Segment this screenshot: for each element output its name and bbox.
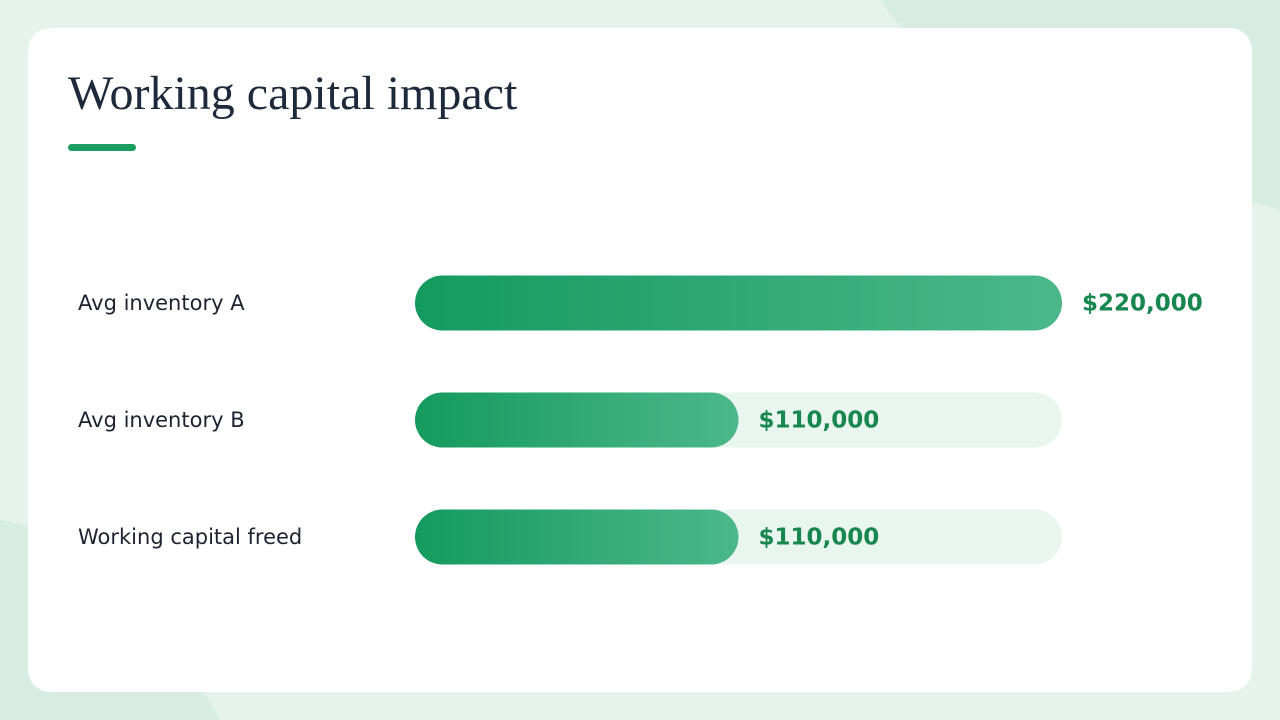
bar [415, 509, 739, 565]
chart-title: Working capital impact [68, 67, 518, 120]
category-label: Avg inventory A [78, 291, 245, 315]
title-underline [68, 144, 136, 151]
card [28, 28, 1252, 692]
category-label: Avg inventory B [78, 408, 245, 432]
plot: Avg inventory A $220,000 Avg inventory B $1… [78, 275, 1203, 565]
value-label: $110,000 [759, 408, 880, 434]
value-label: $110,000 [759, 525, 880, 551]
bar [415, 275, 1062, 331]
category-label: Working capital freed [78, 525, 302, 549]
value-label: $220,000 [1082, 291, 1203, 317]
bar [415, 392, 739, 448]
